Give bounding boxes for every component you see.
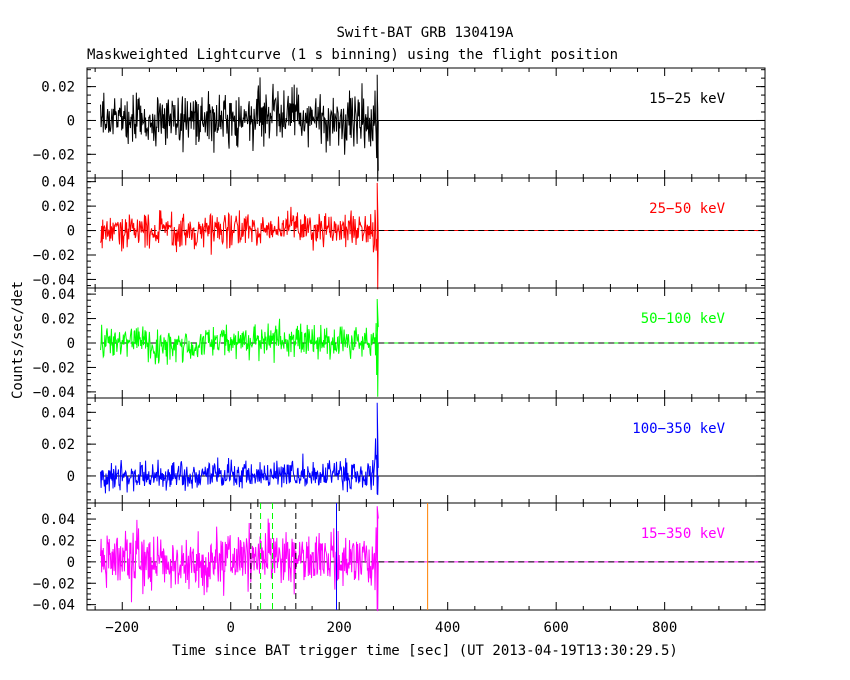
lightcurve-series: [100, 402, 379, 496]
y-tick-label: −0.02: [33, 360, 75, 376]
x-axis-label: Time since BAT trigger time [sec] (UT 20…: [172, 643, 678, 659]
panels-group: −0.02 0 0.02 15−25 keV −0.04 −0.02 0 0.02 0.04 25…: [33, 67, 766, 614]
panel-frame: [86, 177, 766, 289]
x-tick-label: −200: [105, 620, 139, 636]
y-tick-label: −0.04: [33, 272, 75, 288]
y-tick-label: 0: [67, 113, 75, 129]
y-tick-label: 0.02: [41, 80, 75, 96]
band-label: 15−25 keV: [649, 91, 725, 107]
y-tick-label: 0: [67, 224, 75, 240]
y-tick-label: 0.04: [41, 405, 75, 421]
panel-5: −0.04 −0.02 0 0.02 0.04 15−350 keV: [33, 502, 766, 614]
y-tick-label: 0.04: [41, 512, 75, 528]
y-tick-label: 0.02: [41, 199, 75, 215]
y-tick-label: 0.02: [41, 533, 75, 549]
y-tick-label: 0: [67, 555, 75, 571]
band-label: 50−100 keV: [641, 311, 726, 327]
lightcurve-series: [100, 506, 379, 612]
band-label: 25−50 keV: [649, 201, 725, 217]
x-tick-label: 200: [327, 620, 352, 636]
y-tick-label: −0.02: [33, 248, 75, 264]
chart-subtitle: Maskweighted Lightcurve (1 s binning) us…: [87, 47, 618, 63]
panel-2: −0.04 −0.02 0 0.02 0.04 25−50 keV: [33, 175, 766, 290]
x-tick-label: 0: [227, 620, 235, 636]
y-tick-label: −0.04: [33, 385, 75, 401]
y-tick-label: 0: [67, 469, 75, 485]
lightcurve-series: [100, 182, 379, 290]
panel-3: −0.04 −0.02 0 0.02 0.04 50−100 keV: [33, 287, 766, 401]
y-tick-label: −0.02: [33, 147, 75, 163]
panel-1: −0.02 0 0.02 15−25 keV: [33, 67, 766, 182]
panel-frame: [86, 397, 766, 504]
band-label: 15−350 keV: [641, 526, 726, 542]
y-tick-label: 0.04: [41, 175, 75, 191]
x-tick-label: 600: [544, 620, 569, 636]
y-tick-label: 0: [67, 336, 75, 352]
x-tick-label: 400: [435, 620, 460, 636]
y-tick-label: 0.04: [41, 287, 75, 303]
y-tick-label: 0.02: [41, 437, 75, 453]
y-tick-label: −0.02: [33, 576, 75, 592]
panel-4: 0 0.02 0.04 100−350 keV: [41, 397, 766, 504]
lightcurve-series: [100, 74, 379, 182]
x-tick-label: 800: [652, 620, 677, 636]
y-axis-label: Counts/sec/det: [10, 281, 26, 399]
band-label: 100−350 keV: [632, 421, 725, 437]
y-tick-label: 0.02: [41, 312, 75, 328]
chart-title: Swift-BAT GRB 130419A: [336, 25, 514, 41]
x-axis: −200 0 200 400 600 800: [105, 620, 677, 636]
lightcurve-series: [100, 298, 379, 397]
y-tick-label: −0.04: [33, 598, 75, 614]
